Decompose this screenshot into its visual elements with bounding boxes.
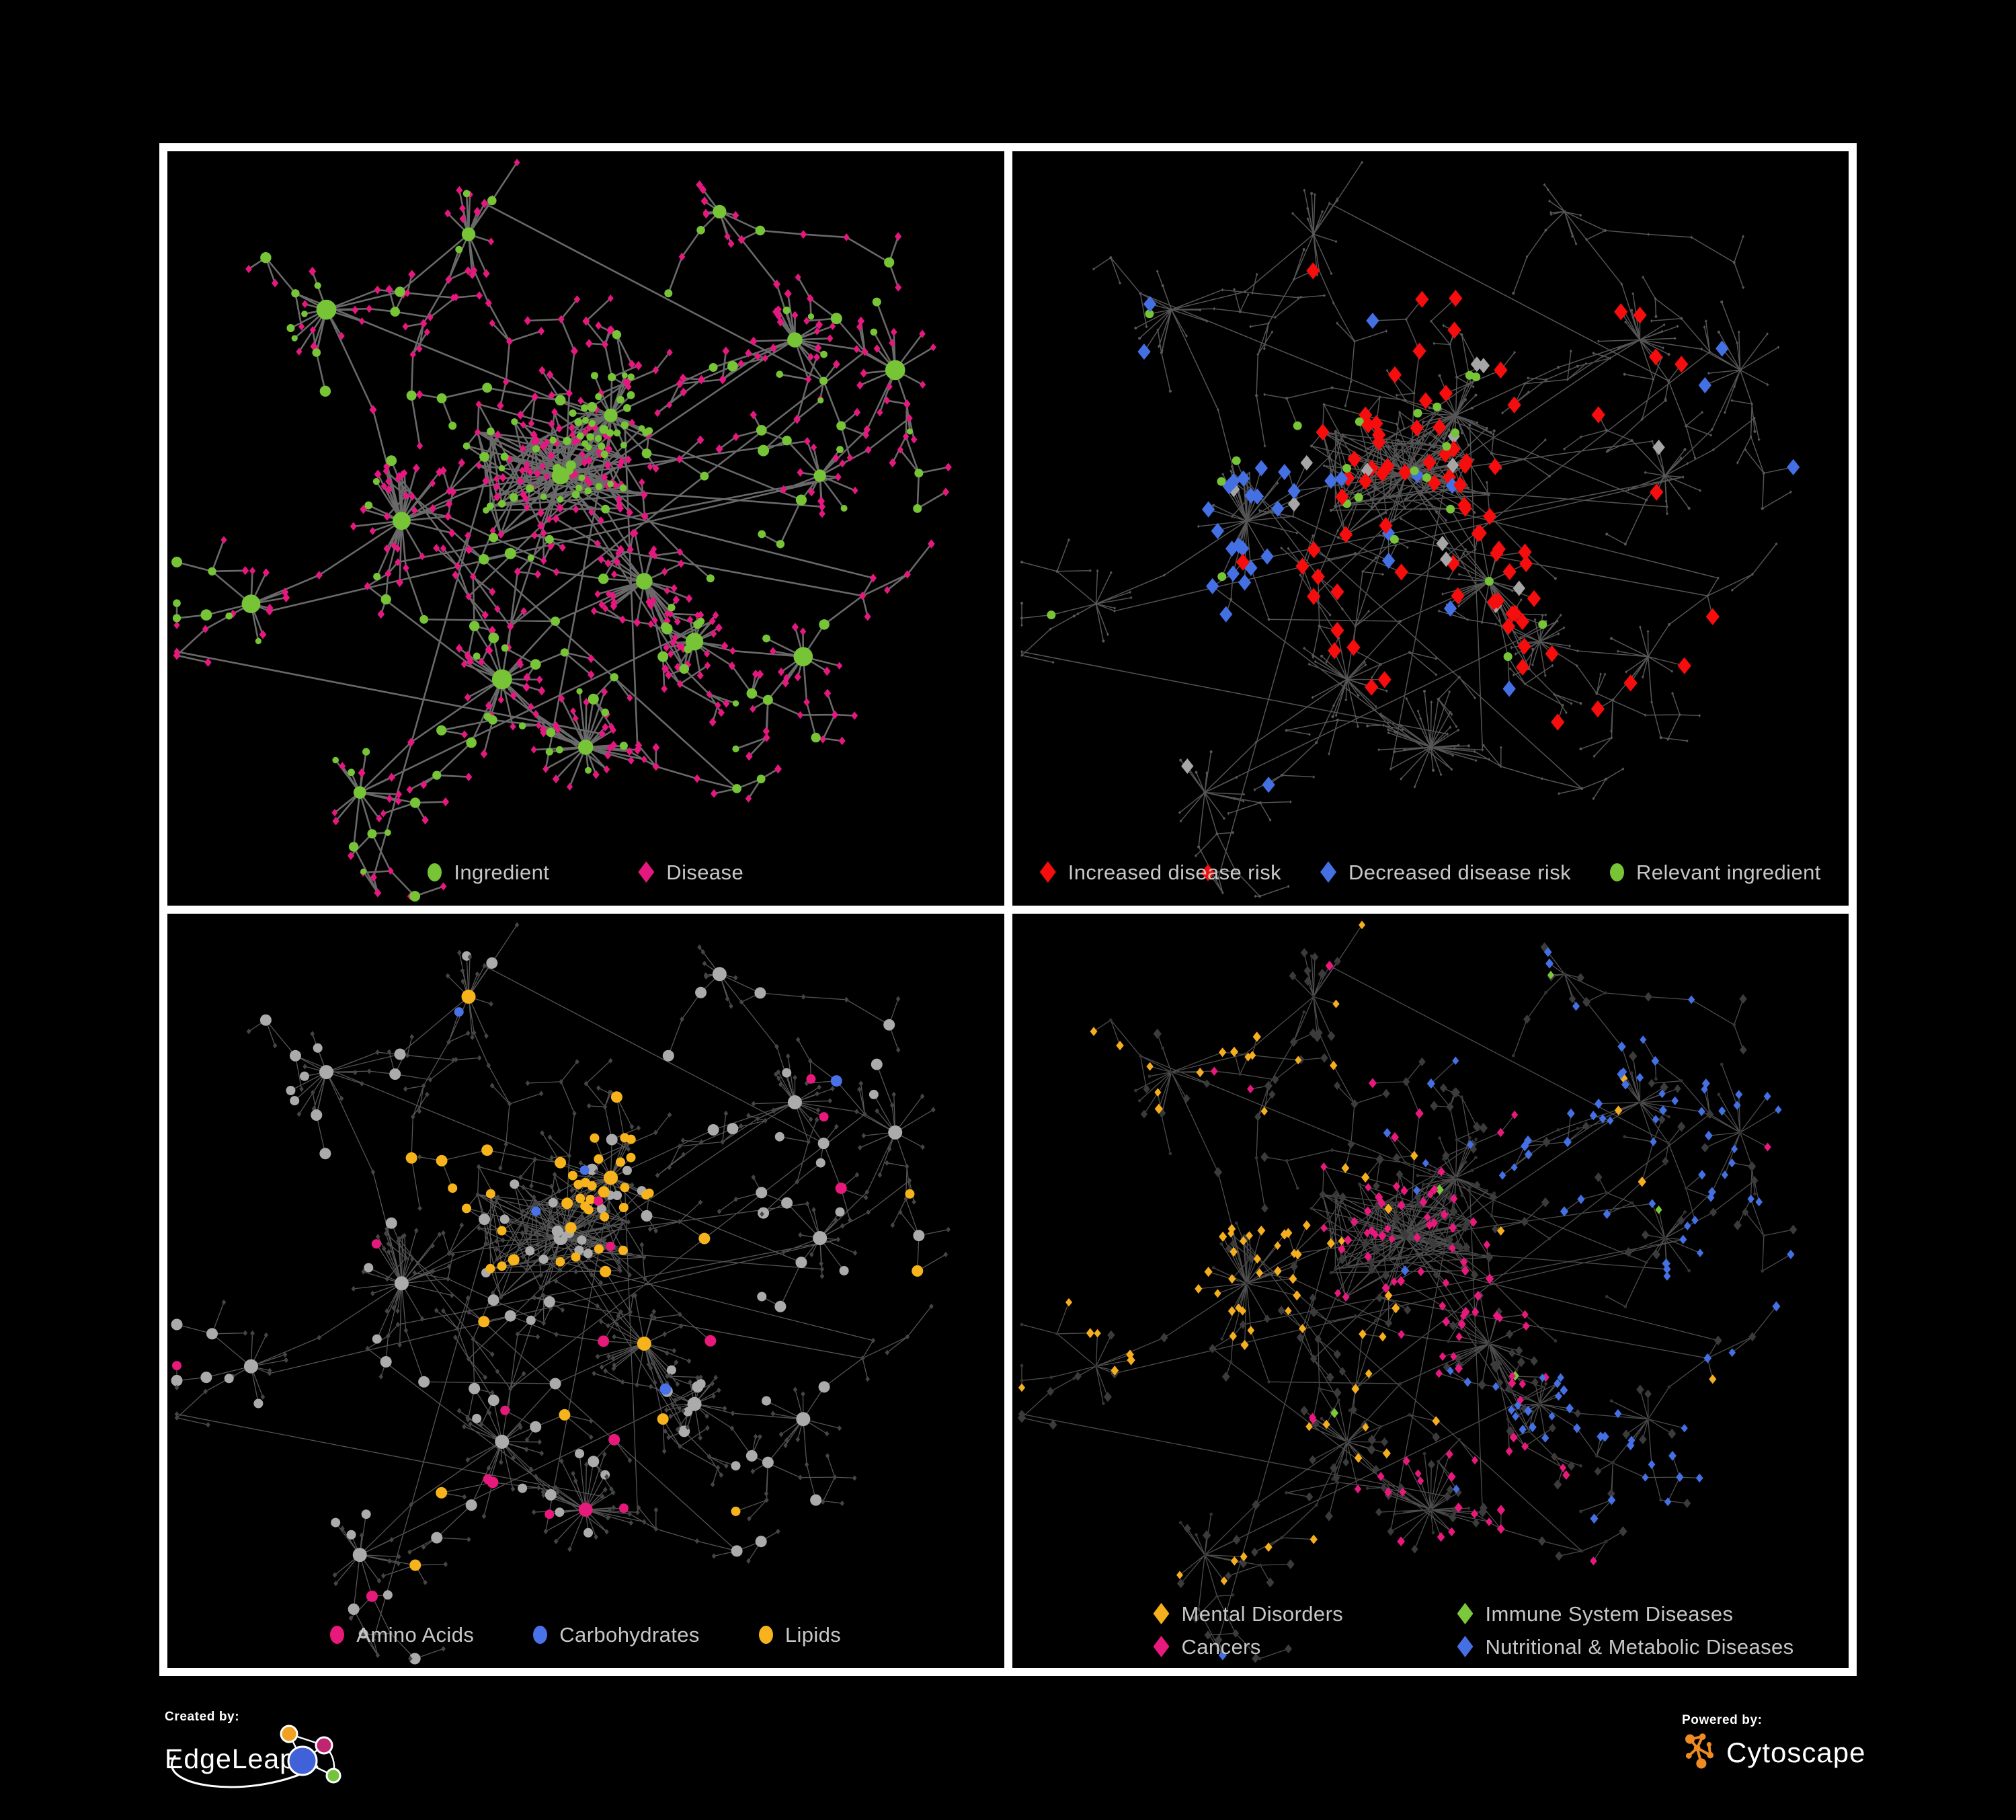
panel-macronutrients: Amino Acids Carbohydrates Lipids xyxy=(167,914,1004,1668)
panel-grid: Ingredient Disease Increased disease risk… xyxy=(159,143,1857,1676)
circle-marker-icon xyxy=(1610,863,1625,881)
legend-item-disease: Disease xyxy=(638,861,743,883)
legend-item-mental-disorders: Mental Disorders xyxy=(1153,1601,1417,1626)
cytoscape-brand-text: Cytoscape xyxy=(1726,1737,1866,1768)
diamond-marker-icon xyxy=(1457,1636,1474,1657)
legend-label: Nutritional & Metabolic Diseases xyxy=(1485,1634,1794,1659)
powered-by-block: Powered by: Cytoscape xyxy=(1682,1713,1865,1774)
legend-item-nutritional-and-metabolic-diseases: Nutritional & Metabolic Diseases xyxy=(1457,1636,1794,1657)
legend-label: Disease xyxy=(666,860,744,884)
legend-item-increased-disease-risk: Increased disease risk xyxy=(1039,860,1281,884)
network-nodes xyxy=(1017,920,1797,1663)
network-ingredient-disease xyxy=(171,159,952,902)
legend-disease-risk: Increased disease risk Decreased disease … xyxy=(1012,861,1849,883)
created-by-label: Created by: xyxy=(165,1710,240,1724)
network-edges xyxy=(175,161,949,898)
legend-label: Immune System Diseases xyxy=(1485,1601,1734,1626)
legend-label: Carbohydrates xyxy=(559,1623,700,1647)
legend-item-cancers: Cancers xyxy=(1153,1634,1417,1659)
legend-item-carbohydrates: Carbohydrates xyxy=(533,1624,700,1645)
legend-item-amino-acids: Amino Acids xyxy=(330,1624,474,1645)
panel-ingredient-disease: Ingredient Disease xyxy=(167,151,1004,906)
powered-by-label: Powered by: xyxy=(1682,1713,1763,1727)
legend-disease-categories: Mental Disorders Immune System Diseases Ca… xyxy=(1153,1601,1794,1659)
legend-label: Cancers xyxy=(1181,1634,1261,1659)
panel-disease-risk: Increased disease risk Decreased disease … xyxy=(1012,151,1849,906)
diamond-marker-icon xyxy=(638,861,655,883)
created-by-block: Created by: EdgeLeap xyxy=(165,1710,373,1790)
legend-label: Decreased disease risk xyxy=(1348,860,1572,884)
legend-label: Ingredient xyxy=(454,860,550,884)
legend-item-lipids: Lipids xyxy=(758,1623,842,1647)
circle-marker-icon xyxy=(428,863,442,881)
diamond-marker-icon xyxy=(1153,1636,1170,1657)
circle-marker-icon xyxy=(758,1626,773,1644)
network-nodes xyxy=(171,159,952,902)
legend-label: Mental Disorders xyxy=(1181,1601,1344,1626)
edgeleap-logo-icon xyxy=(171,1725,341,1788)
network-disease-risk xyxy=(1020,161,1800,898)
diamond-marker-icon xyxy=(1039,861,1056,883)
legend-label: Relevant ingredient xyxy=(1636,860,1821,884)
diamond-marker-icon xyxy=(1153,1603,1170,1624)
legend-item-decreased-disease-risk: Decreased disease risk xyxy=(1320,861,1571,883)
network-nodes xyxy=(171,922,951,1665)
network-edges xyxy=(1020,924,1793,1659)
diamond-marker-icon xyxy=(1457,1603,1474,1624)
legend-label: Increased disease risk xyxy=(1067,860,1281,884)
network-edges xyxy=(176,924,949,1659)
network-edges xyxy=(1020,162,1793,897)
circle-marker-icon xyxy=(533,1626,548,1644)
panel-disease-categories: Mental Disorders Immune System Diseases Ca… xyxy=(1012,914,1849,1668)
legend-label: Amino Acids xyxy=(356,1623,475,1647)
network-nodes xyxy=(1020,161,1800,898)
legend-item-ingredient: Ingredient xyxy=(428,862,549,883)
legend-item-relevant-ingredient: Relevant ingredient xyxy=(1610,862,1821,883)
edgeleap-brand-text: EdgeLeap xyxy=(165,1743,296,1774)
legend-item-immune-system-diseases: Immune System Diseases xyxy=(1457,1603,1794,1624)
legend-label: Lipids xyxy=(784,1623,842,1647)
network-macronutrients xyxy=(171,922,951,1665)
cytoscape-logo-icon xyxy=(1685,1733,1714,1769)
diamond-marker-icon xyxy=(1320,861,1336,883)
legend-ingredient-disease: Ingredient Disease xyxy=(167,861,1004,883)
edgeleap-logo: EdgeLeap xyxy=(165,1725,373,1790)
network-disease-categories xyxy=(1017,920,1797,1663)
circle-marker-icon xyxy=(330,1626,345,1644)
legend-macronutrients: Amino Acids Carbohydrates Lipids xyxy=(167,1624,1004,1645)
